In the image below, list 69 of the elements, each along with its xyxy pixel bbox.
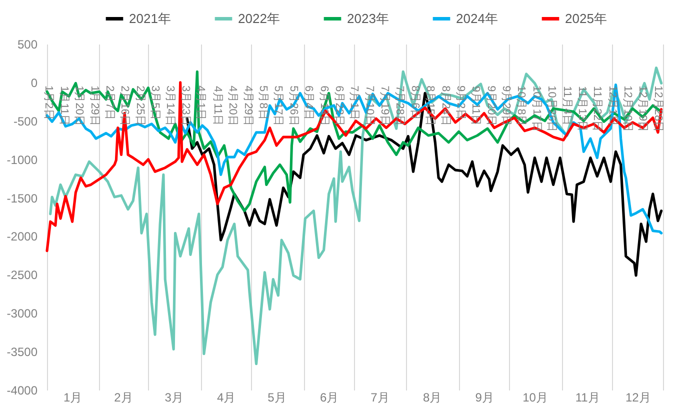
x-tick-label: 5月 — [268, 390, 286, 404]
x2-tick-label: 1月2日 — [42, 86, 55, 120]
x-tick-label: 8月 — [422, 390, 442, 404]
x-tick-label: 1月 — [63, 390, 82, 404]
legend-label: 2021年 — [129, 10, 171, 26]
x2-tick-label: 12月10日 — [622, 86, 634, 132]
x2-tick-label: 1月20日 — [73, 86, 86, 126]
x2-tick-label: 4月29日 — [242, 86, 254, 126]
y-tick-label: -4000 — [6, 384, 38, 398]
x2-tick-label: 2月25日 — [134, 86, 146, 126]
x2-tick-label: 7月1日 — [348, 86, 360, 120]
x-tick-label: 4月 — [217, 390, 236, 404]
y-tick-label: -500 — [13, 114, 38, 128]
x2-tick-label: 12月1日 — [606, 86, 618, 126]
legend-label: 2025年 — [565, 10, 607, 26]
x-tick-label: 11月 — [575, 390, 600, 404]
x-tick-label: 3月 — [164, 390, 184, 404]
x2-tick-label: 2月16日 — [118, 86, 131, 126]
x2-tick-label: 7月10日 — [363, 86, 376, 126]
y-tick-label: 500 — [17, 38, 38, 52]
y-tick-label: -2000 — [6, 230, 38, 244]
y-tick-label: -2500 — [6, 268, 38, 282]
x2-tick-label: 6月13日 — [318, 86, 330, 126]
x2-tick-label: 11月4日 — [560, 86, 573, 126]
x2-tick-label: 3月5日 — [149, 86, 162, 120]
x2-tick-label: 4月11日 — [211, 86, 224, 126]
y-tick-label: -3500 — [6, 345, 38, 360]
x-tick-label: 7月 — [370, 390, 390, 404]
x-tick-label: 6月 — [320, 390, 339, 404]
x2-tick-label: 5月17日 — [272, 86, 284, 126]
x2-tick-label: 8月15日 — [424, 86, 436, 126]
x-tick-label: 12月 — [626, 390, 651, 404]
x2-tick-label: 11月13日 — [576, 86, 588, 132]
x2-tick-label: 9月29日 — [500, 86, 512, 126]
y-tick-label: -3000 — [6, 306, 38, 321]
x2-tick-label: 3月23日 — [179, 86, 192, 126]
legend-label: 2023年 — [347, 10, 389, 26]
x2-tick-label: 8月24日 — [439, 86, 452, 126]
x2-tick-label: 9月20日 — [484, 86, 497, 126]
x2-tick-label: 8月6日 — [408, 86, 421, 120]
x2-tick-label: 10月8日 — [515, 86, 528, 126]
x2-tick-label: 12月19日 — [636, 86, 649, 132]
y-tick-label: -1500 — [6, 191, 38, 206]
x2-tick-label: 3月14日 — [164, 86, 176, 126]
y-tick-label: -1000 — [6, 152, 38, 167]
x2-tick-label: 9月2日 — [454, 86, 466, 120]
x2-tick-label: 4月20日 — [226, 86, 239, 126]
x2-tick-label: 12月28日 — [652, 86, 664, 132]
x-tick-label: 10月 — [522, 390, 548, 404]
x2-tick-label: 10月26日 — [546, 86, 558, 132]
x2-tick-label: 6月22日 — [332, 86, 345, 126]
x2-tick-label: 5月8日 — [257, 86, 270, 120]
legend-label: 2022年 — [238, 10, 280, 26]
x2-tick-label: 7月28日 — [394, 86, 406, 126]
x2-tick-label: 6月4日 — [302, 86, 315, 120]
x2-tick-label: 9月11日 — [470, 86, 482, 126]
line-series — [46, 70, 663, 212]
x2-tick-label: 11月22日 — [591, 86, 604, 132]
legend-label: 2024年 — [456, 10, 498, 26]
x-tick-label: 9月 — [475, 390, 494, 404]
x2-tick-label: 4月1日 — [194, 86, 207, 120]
x2-tick-label: 7月19日 — [378, 86, 391, 126]
x2-tick-label: 2月7日 — [103, 86, 116, 120]
x2-tick-label: 1月11日 — [58, 86, 70, 126]
x2-tick-label: 10月17日 — [530, 86, 542, 132]
x2-tick-label: 1月29日 — [88, 86, 100, 126]
y-tick-label: 0 — [30, 76, 38, 90]
x-tick-label: 2月 — [114, 390, 133, 404]
x2-tick-label: 5月26日 — [287, 86, 300, 126]
